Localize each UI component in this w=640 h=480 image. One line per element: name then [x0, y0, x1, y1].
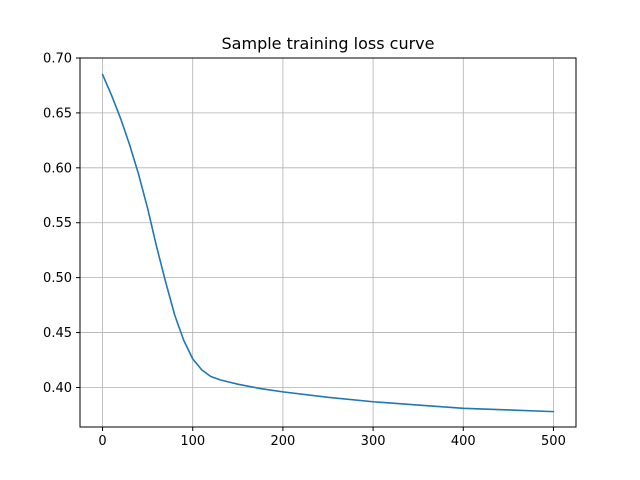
y-tick-label: 0.45	[43, 326, 72, 341]
x-tick-label: 400	[451, 434, 476, 449]
y-tick-label: 0.70	[43, 52, 72, 67]
loss-line	[101, 73, 555, 413]
y-tick-label: 0.40	[43, 381, 72, 396]
x-tick-label: 100	[180, 434, 205, 449]
y-tick-label: 0.60	[43, 161, 72, 176]
plot-frame	[79, 57, 577, 428]
x-tick-label: 0	[98, 434, 106, 449]
x-tick-label: 300	[361, 434, 386, 449]
x-tick-label: 200	[270, 434, 295, 449]
x-tick-label: 500	[541, 434, 566, 449]
series-layer	[101, 73, 555, 413]
axis-ticks: 0 100 200 300 400 500 0.40 0.45 0.50 0.55 0.60 0.65…	[43, 52, 566, 450]
y-tick-label: 0.55	[43, 216, 72, 231]
y-tick-label: 0.65	[43, 106, 72, 121]
chart-title: Sample training loss curve	[222, 34, 435, 53]
y-tick-label: 0.50	[43, 271, 72, 286]
